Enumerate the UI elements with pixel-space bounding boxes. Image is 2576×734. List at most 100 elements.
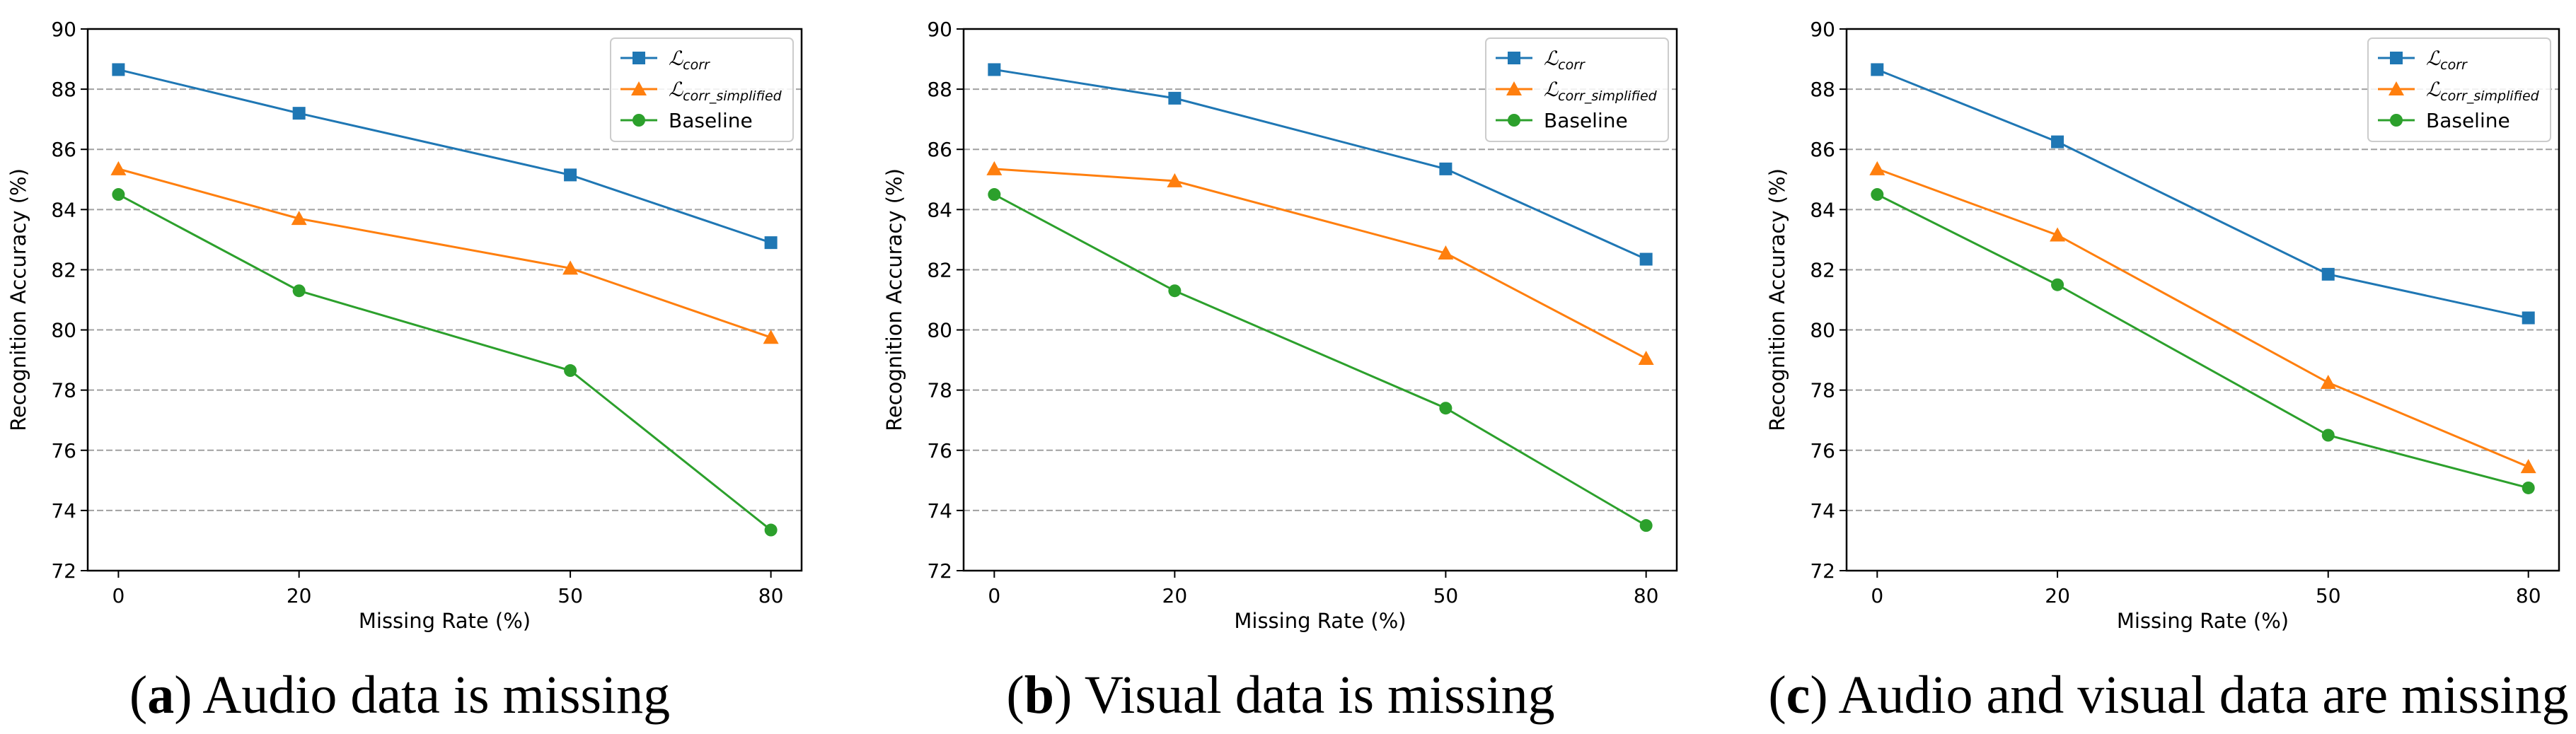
series-corr_simplified: [1869, 161, 2536, 474]
x-tick-label: 0: [988, 584, 1000, 607]
data-point-corr: [1168, 91, 1182, 105]
y-tick-label: 82: [1810, 258, 1835, 281]
y-tick-label: 78: [927, 379, 952, 402]
x-axis-label: Missing Rate (%): [2117, 609, 2289, 633]
data-point-corr_simplified: [1869, 161, 1885, 175]
y-tick-label: 90: [927, 18, 952, 41]
x-tick-label: 20: [1162, 584, 1188, 607]
legend-label: Baseline: [669, 109, 753, 132]
data-point-corr: [988, 63, 1001, 76]
data-point-Baseline: [112, 188, 125, 202]
data-point-corr: [292, 107, 306, 120]
legend-label: Baseline: [2426, 109, 2510, 132]
data-point-Baseline: [2051, 278, 2064, 291]
series-line-corr_simplified: [117, 168, 772, 339]
panel-caption-b: (b) Visual data is missing: [1006, 665, 1554, 725]
series-corr: [1871, 63, 2535, 325]
series-line-Baseline: [993, 193, 1647, 527]
series-line-corr_simplified: [994, 168, 1647, 360]
series-Baseline: [112, 188, 778, 537]
data-point-corr_simplified: [2050, 227, 2066, 242]
x-tick-label: 20: [287, 584, 312, 607]
legend-item-corr: ℒcorr: [620, 47, 710, 73]
data-point-Baseline: [2522, 481, 2535, 494]
legend-marker: [1506, 81, 1522, 95]
data-point-Baseline: [2321, 429, 2335, 442]
x-tick-label: 80: [2516, 584, 2541, 607]
x-axis-label: Missing Rate (%): [1234, 609, 1406, 633]
series-line-corr: [994, 68, 1647, 260]
data-point-Baseline: [1639, 519, 1653, 532]
data-point-Baseline: [1871, 188, 1884, 202]
data-point-corr: [1639, 252, 1653, 266]
y-tick-label: 86: [51, 138, 76, 161]
data-point-corr_simplified: [562, 260, 579, 275]
series-Baseline: [988, 188, 1653, 532]
data-point-corr: [2522, 311, 2535, 325]
series-corr: [112, 63, 778, 250]
y-tick-label: 90: [51, 18, 76, 41]
series-line-corr: [1876, 69, 2529, 319]
series-corr_simplified: [986, 161, 1654, 365]
legend-item-corr: ℒcorr: [2378, 47, 2468, 73]
x-tick-label: 80: [758, 584, 784, 607]
y-tick-label: 88: [1810, 78, 1835, 101]
data-point-corr: [2051, 135, 2064, 148]
plot-frame: [962, 28, 1678, 572]
legend: ℒcorr ℒcorr_simplified Baseline: [2367, 37, 2551, 142]
data-point-Baseline: [564, 364, 577, 378]
legend-marker: [631, 81, 647, 95]
y-tick-label: 72: [927, 559, 952, 583]
legend: ℒcorr ℒcorr_simplified Baseline: [1485, 37, 1669, 142]
y-tick-label: 84: [927, 198, 952, 221]
data-point-corr: [764, 236, 778, 250]
legend-marker: [633, 52, 645, 64]
y-tick-label: 80: [927, 319, 952, 342]
y-tick-label: 86: [1810, 138, 1835, 161]
data-point-Baseline: [1439, 402, 1452, 415]
chart-panel-a: 72 74 76 78 80 82 84 86 88 90 0 20 50 80 Missing Rate …: [6, 18, 803, 633]
data-point-corr_simplified: [1438, 245, 1454, 260]
y-tick-label: 78: [51, 379, 76, 402]
legend-box: [2367, 37, 2551, 142]
y-tick-label: 76: [1810, 439, 1835, 462]
y-axis-label: Recognition Accuracy (%): [1765, 168, 1789, 431]
y-tick-label: 84: [1810, 198, 1835, 221]
legend-item-Baseline: Baseline: [1496, 109, 1628, 132]
legend-label: ℒcorr: [669, 47, 710, 73]
legend-marker: [1508, 114, 1520, 127]
legend: ℒcorr ℒcorr_simplified Baseline: [610, 37, 794, 142]
y-tick-label: 82: [927, 258, 952, 281]
x-tick-label: 20: [2045, 584, 2070, 607]
y-tick-label: 74: [1810, 499, 1835, 523]
y-tick-label: 88: [51, 78, 76, 101]
y-tick-label: 86: [927, 138, 952, 161]
chart-panel-c: 72 74 76 78 80 82 84 86 88 90 0 20 50 80 Missing Rate …: [1765, 18, 2560, 633]
legend-label: Baseline: [1544, 109, 1628, 132]
series-line-corr_simplified: [1876, 168, 2529, 468]
data-point-corr: [1439, 162, 1452, 175]
x-tick-label: 80: [1634, 584, 1659, 607]
legend-label: ℒcorr: [2426, 47, 2468, 73]
legend-marker: [2390, 52, 2403, 64]
y-tick-label: 88: [927, 78, 952, 101]
y-tick-label: 84: [51, 198, 76, 221]
data-point-Baseline: [292, 284, 306, 298]
series-corr: [988, 63, 1653, 266]
data-point-corr: [1871, 63, 1884, 76]
legend-box: [610, 37, 794, 142]
panel-caption-c: (c) Audio and visual data are missing: [1768, 665, 2568, 725]
y-tick-label: 76: [927, 439, 952, 462]
series-line-corr: [118, 68, 772, 244]
panel-caption-a: (a) Audio data is missing: [129, 665, 670, 725]
x-tick-label: 50: [2316, 584, 2341, 607]
x-tick-label: 0: [112, 584, 125, 607]
y-tick-label: 90: [1810, 18, 1835, 41]
data-point-corr_simplified: [1638, 350, 1654, 365]
data-point-corr: [112, 63, 125, 76]
x-axis-label: Missing Rate (%): [359, 609, 531, 633]
legend-item-Baseline: Baseline: [2378, 109, 2510, 132]
legend-marker: [2390, 114, 2403, 127]
plot-frame: [86, 28, 803, 572]
